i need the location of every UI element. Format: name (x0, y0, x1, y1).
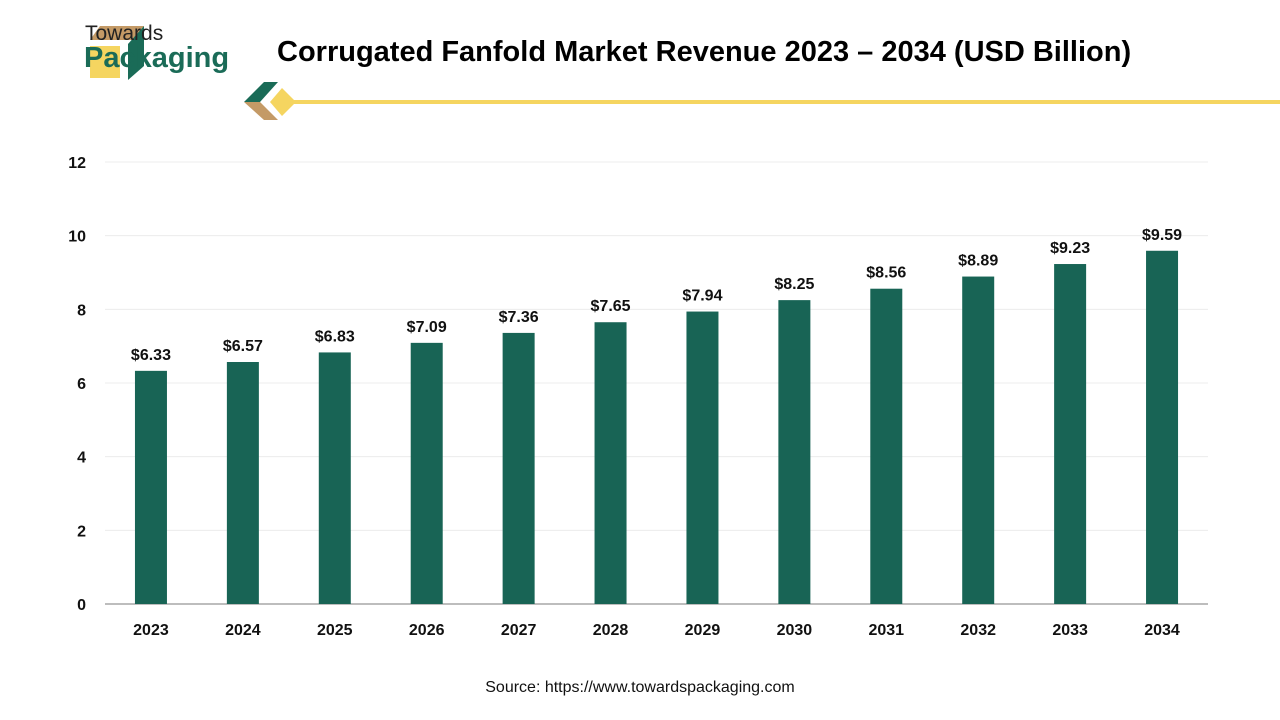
bar (870, 288, 903, 604)
x-tick-label: 2024 (225, 622, 261, 639)
data-label: $9.59 (1142, 227, 1182, 244)
bar (1146, 250, 1179, 605)
bar (686, 311, 719, 604)
y-tick-label: 10 (68, 229, 86, 246)
x-tick-label: 2030 (777, 622, 813, 639)
data-label: $7.09 (407, 319, 447, 336)
logo-text-packaging: Packaging (84, 42, 230, 74)
x-tick-label: 2025 (317, 622, 353, 639)
bar (318, 352, 351, 604)
x-tick-label: 2028 (593, 622, 629, 639)
bar (1054, 264, 1087, 604)
y-tick-label: 12 (68, 155, 86, 172)
data-label: $6.83 (315, 328, 355, 345)
bar (594, 322, 627, 604)
data-label: $8.25 (774, 276, 814, 293)
data-label: $8.89 (958, 253, 998, 270)
y-tick-label: 6 (77, 376, 86, 393)
x-tick-label: 2034 (1144, 622, 1180, 639)
data-label: $7.65 (591, 298, 631, 315)
data-label: $8.56 (866, 265, 906, 282)
y-tick-label: 2 (77, 523, 86, 540)
x-tick-label: 2029 (685, 622, 721, 639)
bar (502, 332, 535, 604)
data-label: $7.36 (499, 309, 539, 326)
x-tick-label: 2033 (1052, 622, 1088, 639)
bar (226, 362, 259, 604)
bar (962, 276, 995, 604)
x-tick-label: 2032 (960, 622, 996, 639)
bar (134, 370, 167, 604)
data-label: $9.23 (1050, 240, 1090, 257)
data-label: $6.33 (131, 347, 171, 364)
x-tick-label: 2027 (501, 622, 537, 639)
data-label: $7.94 (682, 288, 722, 305)
bar (410, 342, 443, 604)
bar-chart: 0 2 4 6 8 10 12 $6.33 2023 $6.57 2024 $6.83 2025 $7.0… (68, 155, 1208, 639)
data-label: $6.57 (223, 338, 263, 355)
x-tick-label: 2026 (409, 622, 445, 639)
towards-packaging-logo (90, 26, 144, 80)
y-tick-label: 8 (77, 302, 86, 319)
title-underline-decoration (244, 82, 1280, 120)
logo-text-towards: Towards (85, 22, 164, 45)
x-tick-label: 2023 (133, 622, 169, 639)
y-tick-label: 0 (77, 597, 86, 614)
chart-title: Corrugated Fanfold Market Revenue 2023 –… (277, 36, 1132, 68)
bar (778, 300, 811, 604)
source-note: Source: https://www.towardspackaging.com (485, 679, 795, 696)
y-tick-label: 4 (77, 450, 86, 467)
x-tick-label: 2031 (868, 622, 904, 639)
